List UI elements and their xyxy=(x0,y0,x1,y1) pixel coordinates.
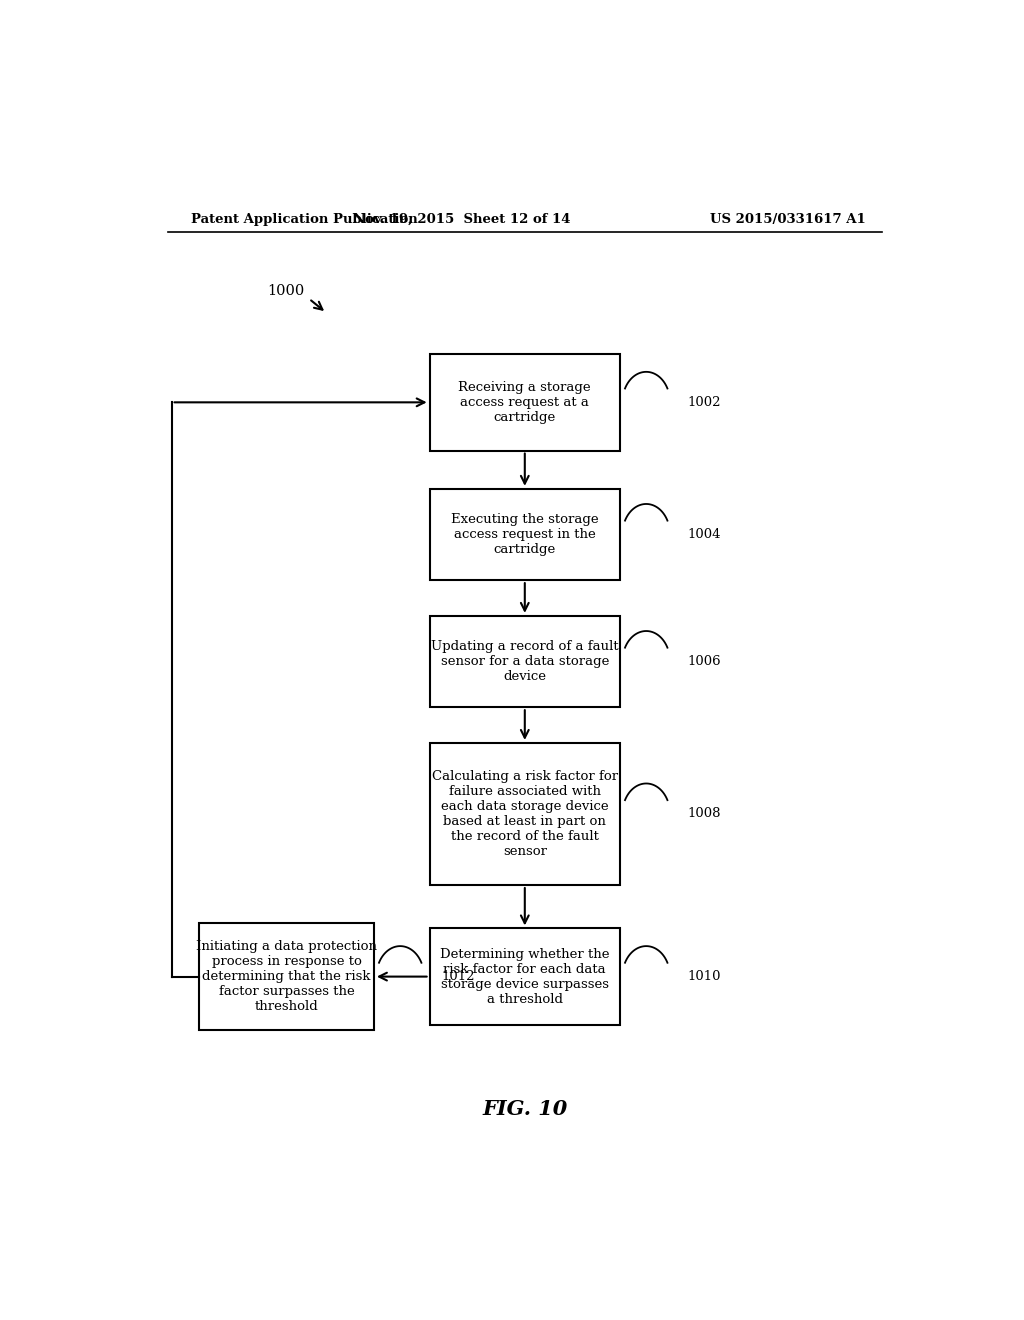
Text: Calculating a risk factor for
failure associated with
each data storage device
b: Calculating a risk factor for failure as… xyxy=(432,770,617,858)
Text: Patent Application Publication: Patent Application Publication xyxy=(191,213,418,226)
FancyBboxPatch shape xyxy=(430,615,620,708)
FancyBboxPatch shape xyxy=(430,928,620,1024)
Text: 1004: 1004 xyxy=(687,528,721,541)
Text: 1006: 1006 xyxy=(687,655,721,668)
Text: 1008: 1008 xyxy=(687,808,721,821)
Text: Receiving a storage
access request at a
cartridge: Receiving a storage access request at a … xyxy=(459,381,591,424)
Text: Initiating a data protection
process in response to
determining that the risk
fa: Initiating a data protection process in … xyxy=(197,940,377,1014)
Text: 1012: 1012 xyxy=(441,970,475,983)
FancyBboxPatch shape xyxy=(430,354,620,450)
FancyBboxPatch shape xyxy=(430,743,620,886)
Text: 1010: 1010 xyxy=(687,970,721,983)
Text: Nov. 19, 2015  Sheet 12 of 14: Nov. 19, 2015 Sheet 12 of 14 xyxy=(352,213,570,226)
FancyBboxPatch shape xyxy=(200,923,374,1030)
Text: US 2015/0331617 A1: US 2015/0331617 A1 xyxy=(711,213,866,226)
Text: FIG. 10: FIG. 10 xyxy=(482,1098,567,1119)
Text: Determining whether the
risk factor for each data
storage device surpasses
a thr: Determining whether the risk factor for … xyxy=(440,948,609,1006)
Text: 1002: 1002 xyxy=(687,396,721,409)
Text: Updating a record of a fault
sensor for a data storage
device: Updating a record of a fault sensor for … xyxy=(431,640,618,682)
Text: 1000: 1000 xyxy=(267,284,304,297)
Text: Executing the storage
access request in the
cartridge: Executing the storage access request in … xyxy=(451,513,599,556)
FancyBboxPatch shape xyxy=(430,488,620,581)
